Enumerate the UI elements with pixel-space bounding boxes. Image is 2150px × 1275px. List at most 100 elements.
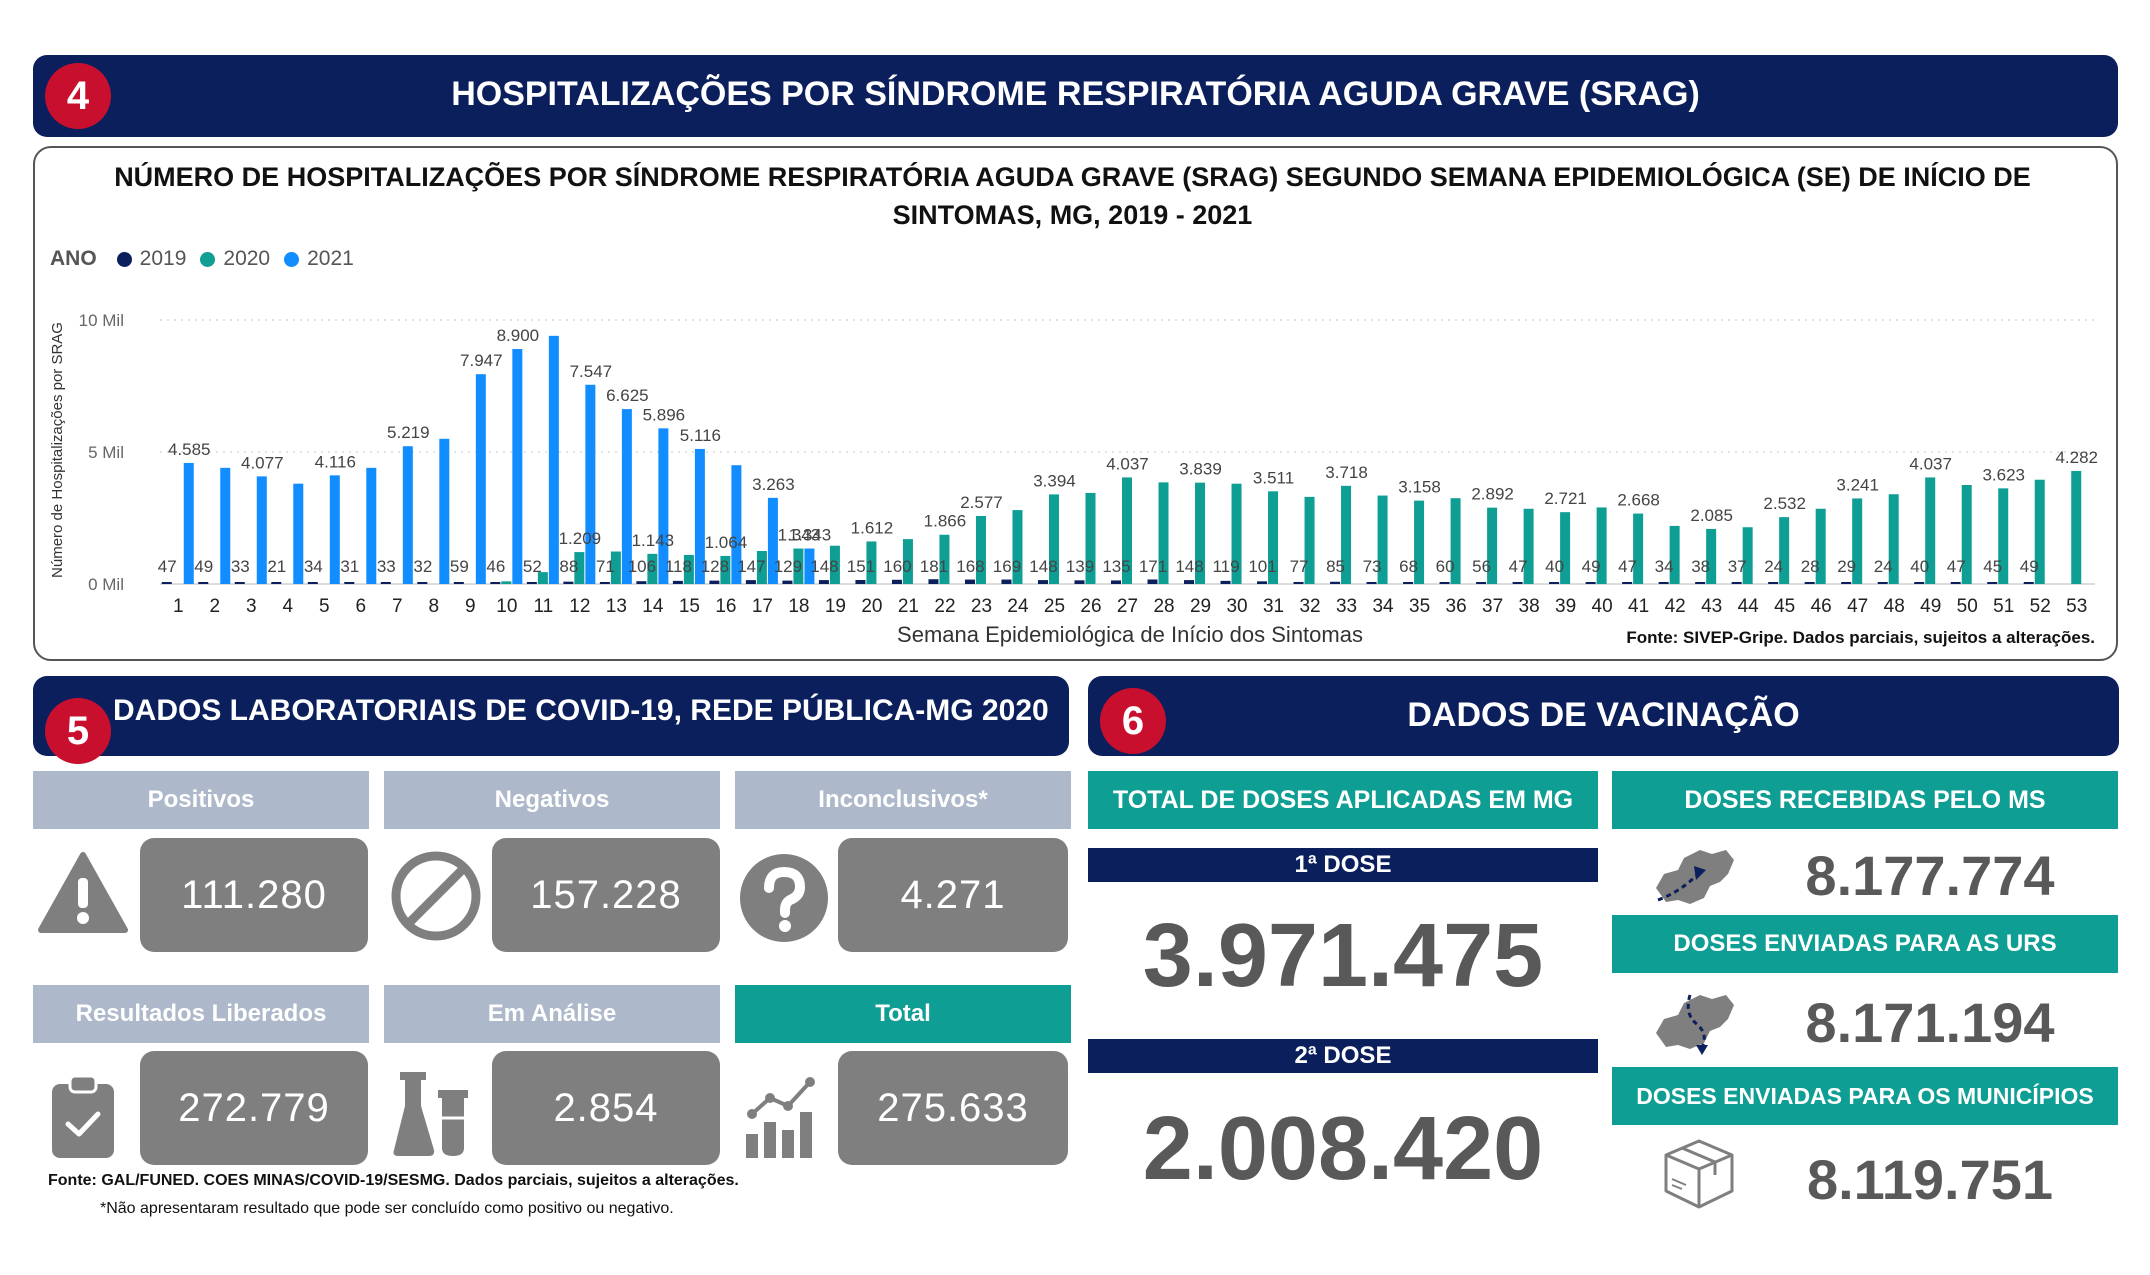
data-label-2019-se49: 40 (1910, 557, 1929, 576)
x-tick-label-32: 32 (1299, 596, 1320, 617)
x-tick-label-53: 53 (2066, 596, 2087, 617)
data-label-2019-se50: 47 (1947, 557, 1966, 576)
bar-2020-se45 (1779, 517, 1790, 584)
bar-2020-se10 (501, 581, 512, 584)
chart-card (33, 146, 2118, 661)
bar-2020-se18 (793, 548, 804, 584)
dose1-header: 1ª DOSE (1088, 848, 1598, 882)
x-tick-label-39: 39 (1555, 596, 1576, 617)
bar-2019-se52 (2023, 582, 2034, 584)
bar-2019-se6 (344, 582, 355, 584)
data-label-2019-se6: 31 (340, 557, 359, 576)
dose2-value: 2.008.420 (1142, 1099, 1544, 1199)
bar-2020-se25 (1048, 494, 1059, 584)
section4-banner: 4 HOSPITALIZAÇÕES POR SÍNDROME RESPIRATÓ… (33, 55, 2118, 137)
x-tick-label-48: 48 (1884, 596, 1905, 617)
data-label-2021-se1: 4.585 (168, 440, 211, 459)
legend-label-2021: 2021 (307, 247, 354, 270)
doses-municipios-header: DOSES ENVIADAS PARA OS MUNICÍPIOS (1612, 1067, 2118, 1125)
data-label-2019-se28: 171 (1139, 557, 1167, 576)
data-label-2019-se44: 37 (1728, 557, 1747, 576)
x-tick-label-31: 31 (1263, 596, 1284, 617)
bar-2020-se48 (1888, 494, 1899, 584)
x-tick-label-13: 13 (606, 596, 627, 617)
data-label-2020-se31: 3.511 (1253, 468, 1294, 487)
bar-2020-se30 (1231, 483, 1242, 584)
section6-number-badge: 6 (1100, 688, 1166, 754)
negativos-value: 157.228 (492, 838, 720, 952)
doses-municipios-value: 8.119.751 (1806, 1148, 2054, 1211)
bar-2019-se34 (1366, 582, 1377, 584)
data-label-2019-se21: 160 (883, 557, 911, 576)
x-tick-label-9: 9 (465, 596, 476, 617)
x-tick-label-10: 10 (496, 596, 517, 617)
em-analise-value: 2.854 (492, 1051, 720, 1165)
doses-urs-value: 8.171.194 (1805, 991, 2055, 1054)
bar-2021-se13 (621, 409, 632, 584)
data-label-2019-se2: 49 (194, 557, 213, 576)
data-label-2020-se14: 1.143 (632, 531, 675, 550)
y-axis-title: Número de Hospitalizações por SRAG (49, 322, 66, 578)
bar-2021-se8 (439, 438, 450, 584)
bar-2019-se36 (1439, 582, 1450, 584)
data-label-2021-se15: 5.116 (680, 426, 721, 445)
x-tick-label-16: 16 (715, 596, 736, 617)
chart-x-label: Semana Epidemiológica de Início dos Sint… (897, 622, 1363, 647)
total-doses-header: TOTAL DE DOSES APLICADAS EM MG (1088, 771, 1598, 829)
bar-2020-se11 (537, 572, 548, 584)
data-label-2021-se12: 7.547 (570, 362, 613, 381)
bar-2019-se49 (1914, 582, 1925, 584)
section4-number-badge: 4 (45, 63, 111, 129)
bar-2020-se14 (647, 553, 658, 584)
section5-banner: 5 DADOS LABORATORIAIS DE COVID-19, REDE … (33, 676, 1069, 764)
x-tick-label-24: 24 (1007, 596, 1029, 617)
x-tick-label-50: 50 (1957, 596, 1978, 617)
bar-2020-se33 (1341, 485, 1352, 584)
x-tick-label-11: 11 (533, 596, 553, 617)
y-tick-label: 10 Mil (79, 311, 124, 330)
legend-swatch-2021 (284, 251, 300, 267)
bar-2020-se22 (939, 534, 950, 584)
legend-swatch-2020 (200, 251, 216, 267)
data-label-2019-se11: 52 (523, 557, 542, 576)
section6-title: DADOS DE VACINAÇÃO (1407, 696, 1800, 734)
data-label-2021-se9: 7.947 (460, 351, 503, 370)
bar-2019-se18 (782, 580, 793, 584)
data-label-2019-se35: 68 (1399, 557, 1418, 576)
x-tick-label-46: 46 (1811, 596, 1832, 617)
x-tick-label-7: 7 (392, 596, 403, 617)
x-tick-label-43: 43 (1701, 596, 1722, 617)
data-label-2019-se8: 32 (413, 557, 432, 576)
bar-2019-se44 (1731, 582, 1742, 584)
data-label-2021-se13: 6.625 (606, 386, 649, 405)
x-tick-label-40: 40 (1592, 596, 1613, 617)
data-label-2019-se51: 45 (1983, 557, 2002, 576)
data-label-2021-se14: 5.896 (643, 405, 686, 424)
x-tick-label-1: 1 (173, 596, 184, 617)
mg-map-arrow-icon (1656, 850, 1734, 904)
bar-2019-se4 (271, 582, 282, 584)
bar-2021-se18 (804, 548, 815, 584)
data-label-2019-se27: 135 (1102, 557, 1130, 576)
bar-2020-se31 (1268, 491, 1279, 584)
bar-2020-se44 (1742, 527, 1753, 584)
bar-2019-se50 (1950, 582, 1961, 584)
liberados-value: 272.779 (140, 1051, 368, 1165)
bar-2021-se16 (731, 465, 742, 584)
data-label-2019-se23: 168 (956, 557, 984, 576)
total-value: 275.633 (838, 1051, 1068, 1165)
legend-title: ANO (50, 247, 97, 270)
liberados-header: Resultados Liberados (33, 985, 369, 1043)
bar-2020-se36 (1450, 498, 1461, 584)
bar-2020-se51 (1998, 488, 2009, 584)
inconclusivos-header: Inconclusivos* (735, 771, 1071, 829)
data-label-2019-se24: 169 (993, 557, 1021, 576)
data-label-2019-se15: 118 (665, 557, 692, 576)
section6-banner: 6 DADOS DE VACINAÇÃO (1088, 676, 2119, 756)
bar-2020-se42 (1669, 525, 1680, 584)
bar-2019-se29 (1184, 580, 1195, 584)
bar-2019-se12 (563, 581, 574, 584)
bar-2020-se17 (756, 551, 767, 584)
y-tick-label: 5 Mil (88, 443, 124, 462)
data-label-2020-se37: 2.892 (1471, 485, 1514, 504)
